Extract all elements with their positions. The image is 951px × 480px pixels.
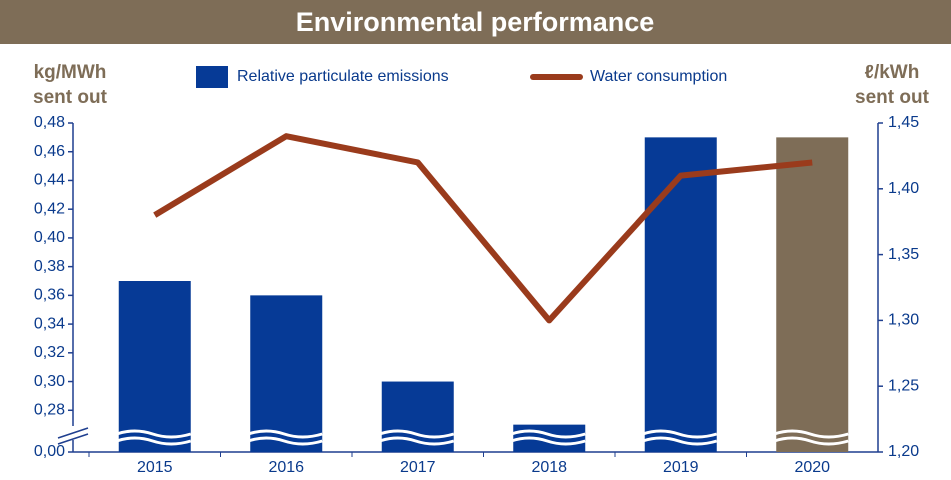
bar-break (510, 436, 586, 446)
line (153, 133, 813, 324)
x-tick-label: 2016 (268, 459, 304, 476)
legend-swatch (196, 66, 228, 88)
y2-tick-label: 1,30 (888, 312, 919, 329)
y2-tick-label: 1,35 (888, 246, 919, 263)
bar-break (116, 436, 192, 446)
x-tick-label: 2018 (531, 459, 567, 476)
y-tick-label: 0,42 (34, 200, 65, 217)
x-tick-label: 2019 (663, 459, 699, 476)
bar-break (379, 436, 455, 446)
bar-break (510, 429, 586, 439)
bar-break (773, 436, 849, 446)
y-tick-label: 0,40 (34, 229, 65, 246)
bar-break (247, 429, 323, 439)
x-tick-label: 2017 (400, 459, 436, 476)
y-axis-label: kg/MWh (34, 62, 107, 83)
axis-break (57, 427, 89, 439)
y-tick-label: 0,44 (34, 172, 65, 189)
bar (118, 281, 191, 452)
y-tick-label: 0,46 (34, 143, 65, 160)
y-tick-label: 0,28 (34, 401, 65, 418)
y-axis-label: sent out (33, 87, 108, 108)
bar-break (379, 429, 455, 439)
y2-tick-label: 1,20 (888, 443, 919, 460)
bar (644, 137, 717, 452)
x-tick-label: 2020 (794, 459, 830, 476)
axis-break (57, 433, 89, 445)
y-tick-label: 0,48 (34, 114, 65, 131)
y2-tick-label: 1,25 (888, 377, 919, 394)
bar-break (247, 436, 323, 446)
bar-break (642, 429, 718, 439)
bar (250, 295, 323, 452)
bar-break (116, 429, 192, 439)
bar-break (773, 429, 849, 439)
y-tick-label: 0,32 (34, 344, 65, 361)
x-tick-label: 2015 (137, 459, 173, 476)
bar-break (642, 436, 718, 446)
y2-axis-label: sent out (855, 87, 930, 108)
y-tick-label: 0,34 (34, 315, 65, 332)
legend-label: Water consumption (590, 68, 727, 85)
y2-tick-label: 1,40 (888, 180, 919, 197)
legend-label: Relative particulate emissions (237, 68, 449, 85)
y2-tick-label: 1,45 (888, 114, 919, 131)
y2-axis-label: ℓ/kWh (865, 62, 920, 83)
title-banner (0, 0, 951, 44)
bar (776, 137, 849, 452)
y-tick-label: 0,30 (34, 373, 65, 390)
y-tick-label: 0,38 (34, 258, 65, 275)
chart-title: Environmental performance (296, 7, 655, 37)
y-tick-label: 0,36 (34, 287, 65, 304)
y-tick-label: 0,00 (34, 443, 65, 460)
